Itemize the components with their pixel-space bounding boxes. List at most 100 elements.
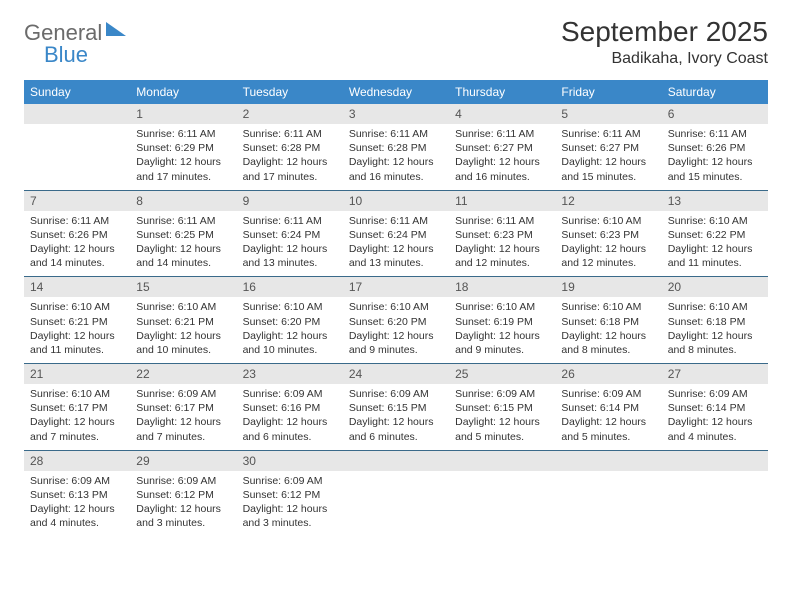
daylight-line: Daylight: 12 hours and 6 minutes.: [243, 415, 337, 443]
daylight-line: Daylight: 12 hours and 4 minutes.: [668, 415, 762, 443]
calendar-cell: 18Sunrise: 6:10 AMSunset: 6:19 PMDayligh…: [449, 277, 555, 364]
calendar-cell: 26Sunrise: 6:09 AMSunset: 6:14 PMDayligh…: [555, 364, 661, 451]
daylight-line: Daylight: 12 hours and 7 minutes.: [30, 415, 124, 443]
sunset-line: Sunset: 6:26 PM: [30, 228, 124, 242]
calendar-cell: 21Sunrise: 6:10 AMSunset: 6:17 PMDayligh…: [24, 364, 130, 451]
weekday-header: Wednesday: [343, 80, 449, 104]
sunset-line: Sunset: 6:15 PM: [455, 401, 549, 415]
sunrise-line: Sunrise: 6:11 AM: [136, 214, 230, 228]
sunrise-line: Sunrise: 6:11 AM: [561, 127, 655, 141]
day-number: 16: [237, 277, 343, 297]
calendar-cell: 25Sunrise: 6:09 AMSunset: 6:15 PMDayligh…: [449, 364, 555, 451]
sunrise-line: Sunrise: 6:09 AM: [243, 387, 337, 401]
day-body: Sunrise: 6:09 AMSunset: 6:13 PMDaylight:…: [24, 471, 130, 537]
daylight-line: Daylight: 12 hours and 8 minutes.: [668, 329, 762, 357]
calendar-cell: 3Sunrise: 6:11 AMSunset: 6:28 PMDaylight…: [343, 104, 449, 190]
daylight-line: Daylight: 12 hours and 17 minutes.: [136, 155, 230, 183]
sunset-line: Sunset: 6:27 PM: [455, 141, 549, 155]
day-body: Sunrise: 6:11 AMSunset: 6:26 PMDaylight:…: [662, 124, 768, 190]
day-number: 12: [555, 191, 661, 211]
calendar-week-row: 21Sunrise: 6:10 AMSunset: 6:17 PMDayligh…: [24, 364, 768, 451]
sunset-line: Sunset: 6:14 PM: [668, 401, 762, 415]
day-body: Sunrise: 6:09 AMSunset: 6:14 PMDaylight:…: [662, 384, 768, 450]
logo-text-blue: Blue: [44, 42, 88, 68]
calendar-cell: 9Sunrise: 6:11 AMSunset: 6:24 PMDaylight…: [237, 190, 343, 277]
sunset-line: Sunset: 6:14 PM: [561, 401, 655, 415]
sunset-line: Sunset: 6:24 PM: [243, 228, 337, 242]
sunset-line: Sunset: 6:19 PM: [455, 315, 549, 329]
day-number: 28: [24, 451, 130, 471]
day-number: [662, 451, 768, 471]
day-number: 8: [130, 191, 236, 211]
day-number: 5: [555, 104, 661, 124]
daylight-line: Daylight: 12 hours and 11 minutes.: [668, 242, 762, 270]
daylight-line: Daylight: 12 hours and 14 minutes.: [136, 242, 230, 270]
calendar-cell: 8Sunrise: 6:11 AMSunset: 6:25 PMDaylight…: [130, 190, 236, 277]
day-number: 29: [130, 451, 236, 471]
day-body: Sunrise: 6:09 AMSunset: 6:16 PMDaylight:…: [237, 384, 343, 450]
calendar-cell: [449, 450, 555, 536]
weekday-header: Sunday: [24, 80, 130, 104]
logo: General Blue: [24, 20, 126, 46]
sunrise-line: Sunrise: 6:09 AM: [455, 387, 549, 401]
daylight-line: Daylight: 12 hours and 11 minutes.: [30, 329, 124, 357]
daylight-line: Daylight: 12 hours and 6 minutes.: [349, 415, 443, 443]
sunrise-line: Sunrise: 6:09 AM: [668, 387, 762, 401]
sunrise-line: Sunrise: 6:10 AM: [561, 300, 655, 314]
sunrise-line: Sunrise: 6:10 AM: [243, 300, 337, 314]
calendar-cell: 11Sunrise: 6:11 AMSunset: 6:23 PMDayligh…: [449, 190, 555, 277]
day-body: Sunrise: 6:10 AMSunset: 6:21 PMDaylight:…: [130, 297, 236, 363]
day-number: 10: [343, 191, 449, 211]
sunrise-line: Sunrise: 6:09 AM: [136, 387, 230, 401]
daylight-line: Daylight: 12 hours and 14 minutes.: [30, 242, 124, 270]
title-block: September 2025 Badikaha, Ivory Coast: [561, 16, 768, 68]
day-body: Sunrise: 6:09 AMSunset: 6:15 PMDaylight:…: [449, 384, 555, 450]
weekday-header: Friday: [555, 80, 661, 104]
daylight-line: Daylight: 12 hours and 16 minutes.: [349, 155, 443, 183]
calendar-cell: 17Sunrise: 6:10 AMSunset: 6:20 PMDayligh…: [343, 277, 449, 364]
sunrise-line: Sunrise: 6:09 AM: [243, 474, 337, 488]
sunset-line: Sunset: 6:24 PM: [349, 228, 443, 242]
sunset-line: Sunset: 6:21 PM: [30, 315, 124, 329]
sunset-line: Sunset: 6:28 PM: [243, 141, 337, 155]
day-number: 1: [130, 104, 236, 124]
sunrise-line: Sunrise: 6:10 AM: [668, 300, 762, 314]
day-body: Sunrise: 6:11 AMSunset: 6:29 PMDaylight:…: [130, 124, 236, 190]
sunrise-line: Sunrise: 6:09 AM: [30, 474, 124, 488]
sunrise-line: Sunrise: 6:11 AM: [668, 127, 762, 141]
calendar-cell: 24Sunrise: 6:09 AMSunset: 6:15 PMDayligh…: [343, 364, 449, 451]
daylight-line: Daylight: 12 hours and 16 minutes.: [455, 155, 549, 183]
day-number: 27: [662, 364, 768, 384]
day-body: [555, 471, 661, 523]
sunset-line: Sunset: 6:20 PM: [243, 315, 337, 329]
weekday-header: Monday: [130, 80, 236, 104]
day-body: Sunrise: 6:09 AMSunset: 6:17 PMDaylight:…: [130, 384, 236, 450]
sunrise-line: Sunrise: 6:10 AM: [349, 300, 443, 314]
day-number: 4: [449, 104, 555, 124]
daylight-line: Daylight: 12 hours and 4 minutes.: [30, 502, 124, 530]
day-body: Sunrise: 6:11 AMSunset: 6:26 PMDaylight:…: [24, 211, 130, 277]
calendar-cell: 29Sunrise: 6:09 AMSunset: 6:12 PMDayligh…: [130, 450, 236, 536]
weekday-header: Saturday: [662, 80, 768, 104]
day-body: Sunrise: 6:10 AMSunset: 6:20 PMDaylight:…: [343, 297, 449, 363]
sunset-line: Sunset: 6:23 PM: [455, 228, 549, 242]
calendar-cell: 19Sunrise: 6:10 AMSunset: 6:18 PMDayligh…: [555, 277, 661, 364]
calendar-cell: 1Sunrise: 6:11 AMSunset: 6:29 PMDaylight…: [130, 104, 236, 190]
calendar-cell: 20Sunrise: 6:10 AMSunset: 6:18 PMDayligh…: [662, 277, 768, 364]
day-number: 18: [449, 277, 555, 297]
sunrise-line: Sunrise: 6:10 AM: [455, 300, 549, 314]
day-body: Sunrise: 6:11 AMSunset: 6:24 PMDaylight:…: [343, 211, 449, 277]
sunset-line: Sunset: 6:23 PM: [561, 228, 655, 242]
daylight-line: Daylight: 12 hours and 13 minutes.: [243, 242, 337, 270]
daylight-line: Daylight: 12 hours and 10 minutes.: [243, 329, 337, 357]
day-body: Sunrise: 6:09 AMSunset: 6:12 PMDaylight:…: [237, 471, 343, 537]
sunrise-line: Sunrise: 6:11 AM: [455, 127, 549, 141]
calendar-cell: 2Sunrise: 6:11 AMSunset: 6:28 PMDaylight…: [237, 104, 343, 190]
sunrise-line: Sunrise: 6:09 AM: [136, 474, 230, 488]
header: General Blue September 2025 Badikaha, Iv…: [24, 16, 768, 68]
sunset-line: Sunset: 6:12 PM: [243, 488, 337, 502]
day-body: [449, 471, 555, 523]
day-number: 15: [130, 277, 236, 297]
location: Badikaha, Ivory Coast: [561, 50, 768, 68]
day-body: Sunrise: 6:11 AMSunset: 6:28 PMDaylight:…: [343, 124, 449, 190]
